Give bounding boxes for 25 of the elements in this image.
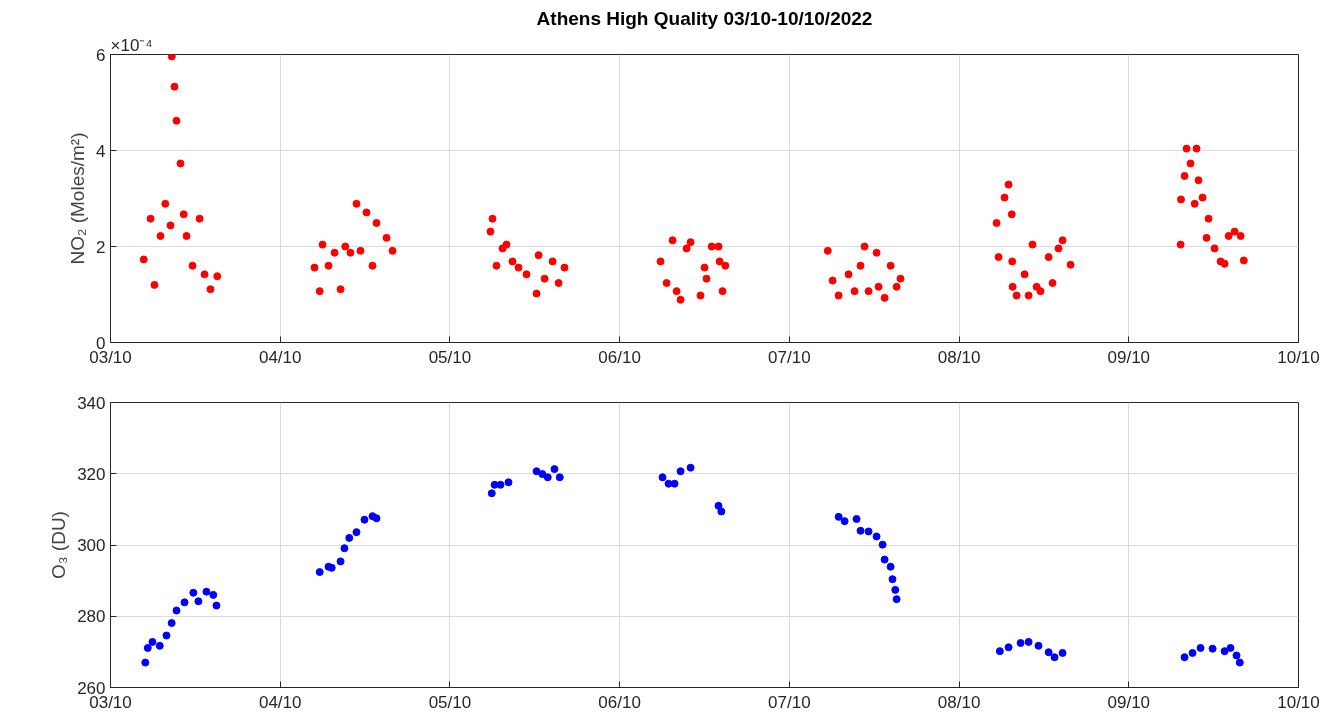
x-tick-label: 07/10	[768, 692, 811, 712]
x-tick-label: 04/10	[258, 692, 302, 712]
annotation: ×10⁻⁴	[110, 35, 153, 55]
x-tick-label: 09/10	[1107, 692, 1151, 712]
x-tick-label: 06/10	[598, 347, 641, 367]
x-tick-label: 06/10	[598, 692, 641, 712]
x-tick-label: 10/10	[1277, 347, 1320, 367]
x-tick-label: 08/10	[937, 692, 981, 712]
x-tick-label: 07/10	[768, 347, 811, 367]
y-tick-label: 300	[77, 536, 106, 555]
y-tick-label: 2	[96, 237, 106, 257]
x-tick-label: 05/10	[428, 692, 472, 712]
y-tick-label: 340	[77, 393, 106, 413]
y-tick-label: 6	[96, 45, 106, 65]
y-tick-label: 4	[96, 141, 106, 161]
y-tick-label: 320	[77, 464, 106, 484]
chart-title: Athens High Quality 03/10-10/10/2022	[536, 7, 873, 29]
y-tick-label: 280	[77, 607, 106, 627]
x-tick-label: 05/10	[428, 347, 472, 367]
x-tick-label: 04/10	[258, 347, 302, 367]
y-axis-title: NO₂ (Moles/m²)	[67, 132, 89, 265]
x-tick-label: 09/10	[1107, 347, 1151, 367]
y-axis-title: O₃ (DU)	[48, 511, 70, 579]
x-tick-label: 08/10	[937, 347, 981, 367]
x-tick-label: 10/10	[1277, 692, 1320, 712]
